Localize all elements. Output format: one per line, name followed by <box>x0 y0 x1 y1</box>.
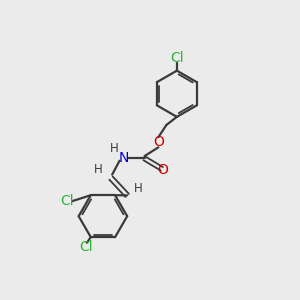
Text: H: H <box>134 182 143 195</box>
Text: Cl: Cl <box>60 194 74 208</box>
Text: Cl: Cl <box>79 240 92 254</box>
Text: H: H <box>94 164 103 176</box>
Text: O: O <box>158 163 168 177</box>
Text: H: H <box>110 142 119 154</box>
Text: O: O <box>153 135 164 149</box>
Text: Cl: Cl <box>170 51 184 65</box>
Text: N: N <box>118 152 129 165</box>
